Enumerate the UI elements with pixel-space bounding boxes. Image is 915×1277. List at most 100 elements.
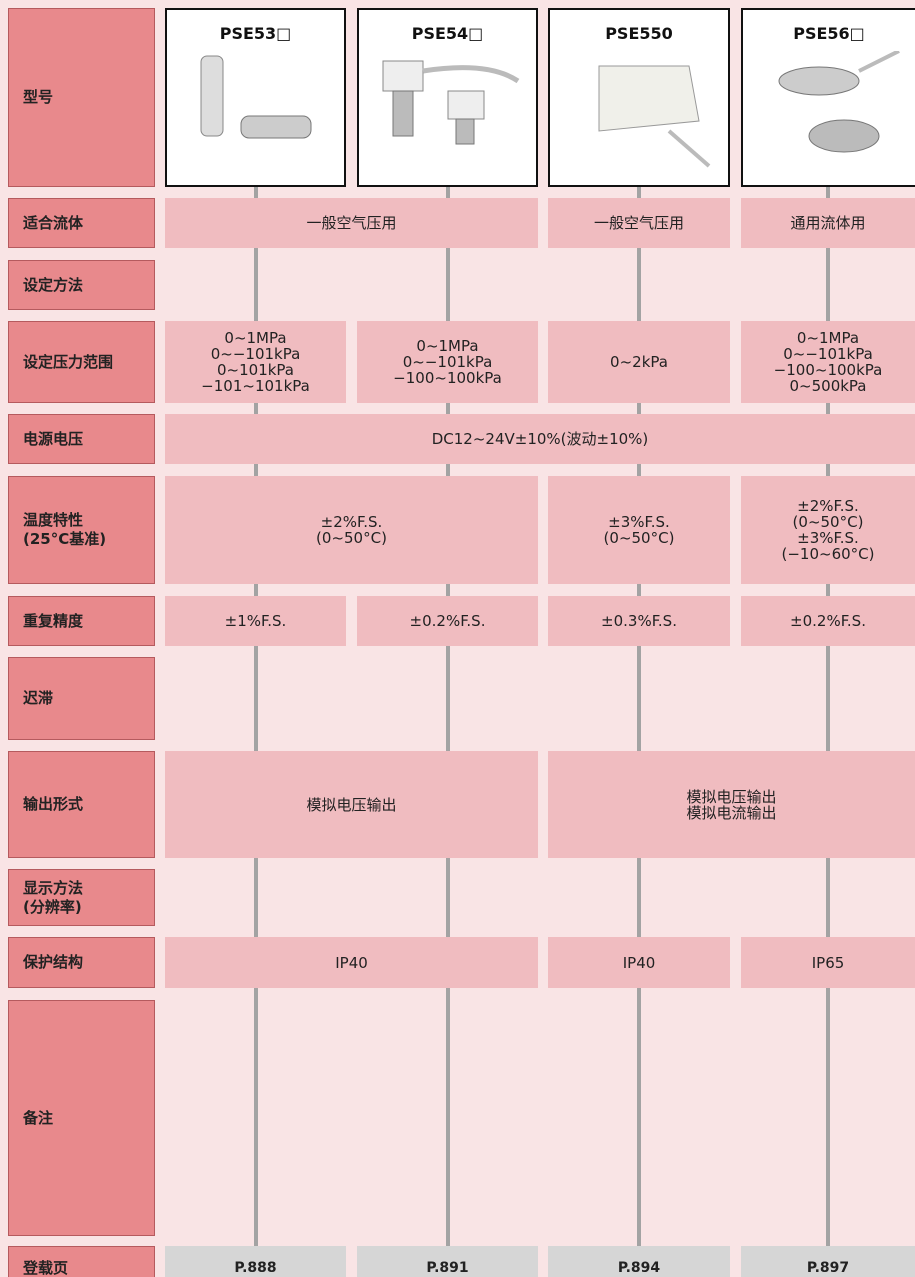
spec-cell: ±2%F.S. (0~50°C) ±3%F.S. (−10~60°C) (741, 476, 915, 584)
cell-text: 模拟电压输出 (686, 787, 777, 806)
cell-text: ±0.2%F.S. (409, 612, 486, 630)
spec-cell: 一般空气压用 (165, 198, 538, 248)
row-header: 备注 (8, 1000, 155, 1236)
row-header-text: 保护结构 (23, 953, 84, 971)
product-image (778, 51, 900, 153)
cell-text: 0~101kPa (217, 361, 294, 379)
cell-text: 0~−101kPa (402, 353, 493, 371)
row-header: 登载页 (8, 1246, 155, 1277)
cell-text: P.894 (617, 1260, 661, 1276)
cell-text: 0~1MPa (224, 329, 287, 347)
spec-cell: 通用流体用 (741, 198, 915, 248)
spec-cell: IP65 (741, 937, 915, 988)
row-header: 显示方法 (分辨率) (8, 869, 155, 926)
spec-cell: 0~1MPa 0~−101kPa −100~100kPa (357, 321, 538, 403)
page-ref: P.897 (741, 1246, 915, 1277)
spec-cell: 模拟电压输出 (165, 751, 538, 858)
cell-text: 模拟电流输出 (686, 803, 777, 822)
row-header: 设定压力范围 (8, 321, 155, 403)
spec-cell: ±0.2%F.S. (741, 596, 915, 646)
product-name: PSE550 (605, 24, 673, 43)
row-header-text: 登载页 (23, 1258, 69, 1277)
connector-line (445, 187, 450, 1246)
cell-text: 0~500kPa (789, 377, 867, 395)
row-header-text: 备注 (23, 1108, 54, 1127)
spec-cell: IP40 (548, 937, 730, 988)
row-header-text: 型号 (23, 88, 54, 106)
product-name: PSE56□ (793, 24, 865, 43)
spec-cell: IP40 (165, 937, 538, 988)
cell-text: −100~100kPa (773, 361, 883, 379)
cell-text: ±0.2%F.S. (790, 612, 866, 630)
page-ref: P.894 (548, 1246, 730, 1277)
product-image (200, 55, 311, 139)
row-header-text: 设定方法 (23, 275, 84, 294)
row-header-text: 输出形式 (23, 795, 84, 813)
spec-cell: 一般空气压用 (548, 198, 730, 248)
spec-cell: 0~2kPa (548, 321, 730, 403)
cell-text: (0~50°C) (603, 529, 675, 547)
spec-cell: 模拟电压输出 模拟电流输出 (548, 751, 915, 858)
spec-cell: DC12~24V±10%(波动±10%) (165, 414, 915, 464)
row-header-text: 电源电压 (23, 429, 84, 448)
cell-text: P.891 (426, 1260, 469, 1276)
spec-cell: ±0.3%F.S. (548, 596, 730, 646)
row-header: 电源电压 (8, 414, 155, 464)
cell-text: P.888 (234, 1260, 277, 1276)
cell-text: DC12~24V±10%(波动±10%) (431, 430, 649, 448)
spec-cell: 0~1MPa 0~−101kPa −100~100kPa 0~500kPa (741, 321, 915, 403)
product-image (598, 65, 711, 168)
product-image (382, 60, 519, 145)
row-header-text: 适合流体 (23, 213, 84, 232)
spec-cell: ±2%F.S. (0~50°C) (165, 476, 538, 584)
connector-line (826, 187, 830, 1246)
page-ref: P.888 (165, 1246, 346, 1277)
cell-text: (−10~60°C) (781, 545, 875, 563)
cell-text: ±3%F.S. (608, 513, 670, 531)
product-card: PSE56□ (741, 8, 915, 187)
cell-text: 0~1MPa (796, 329, 860, 347)
connector-line (253, 187, 258, 1246)
connector-line (637, 187, 641, 1246)
cell-text: ±0.3%F.S. (601, 612, 677, 630)
product-card: PSE54□ (357, 8, 538, 187)
cell-text: 一般空气压用 (593, 214, 684, 232)
row-header: 设定方法 (8, 260, 155, 310)
spec-cell: ±3%F.S. (0~50°C) (548, 476, 730, 584)
cell-text: −100~100kPa (393, 369, 502, 387)
cell-text: 通用流体用 (790, 214, 866, 232)
row-header-text: (25°C基准) (23, 530, 107, 548)
row-header: 输出形式 (8, 751, 155, 858)
row-header: 适合流体 (8, 198, 155, 248)
cell-text: IP40 (622, 953, 656, 972)
product-name: PSE54□ (411, 24, 484, 43)
cell-text: 0~1MPa (416, 337, 479, 355)
cell-text: 0~2kPa (610, 353, 668, 371)
cell-text: ±1%F.S. (224, 612, 287, 630)
cell-text: 0~−101kPa (210, 345, 301, 363)
cell-text: IP40 (335, 953, 368, 972)
row-header-text: 设定压力范围 (23, 352, 114, 371)
cell-text: 模拟电压输出 (306, 795, 397, 814)
cell-text: −101~101kPa (201, 377, 310, 395)
row-header-text: 迟滞 (23, 689, 54, 707)
cell-text: 一般空气压用 (306, 214, 397, 232)
row-header: 重复精度 (8, 596, 155, 646)
spec-cell: ±0.2%F.S. (357, 596, 538, 646)
row-header: 型号 (8, 8, 155, 187)
row-header: 温度特性 (25°C基准) (8, 476, 155, 584)
row-header: 迟滞 (8, 657, 155, 740)
cell-text: IP65 (811, 953, 845, 972)
product-name: PSE53□ (219, 24, 292, 43)
row-header: 保护结构 (8, 937, 155, 988)
cell-text: ±2%F.S. (320, 513, 383, 531)
cell-text: (0~50°C) (316, 529, 387, 547)
product-card: PSE550 (548, 8, 730, 187)
cell-text: ±3%F.S. (797, 529, 859, 547)
cell-text: 0~−101kPa (783, 345, 873, 363)
row-header-text: 显示方法 (23, 878, 84, 897)
cell-text: (0~50°C) (792, 513, 864, 531)
cell-text: ±2%F.S. (797, 497, 859, 515)
cell-text: P.897 (806, 1260, 850, 1276)
